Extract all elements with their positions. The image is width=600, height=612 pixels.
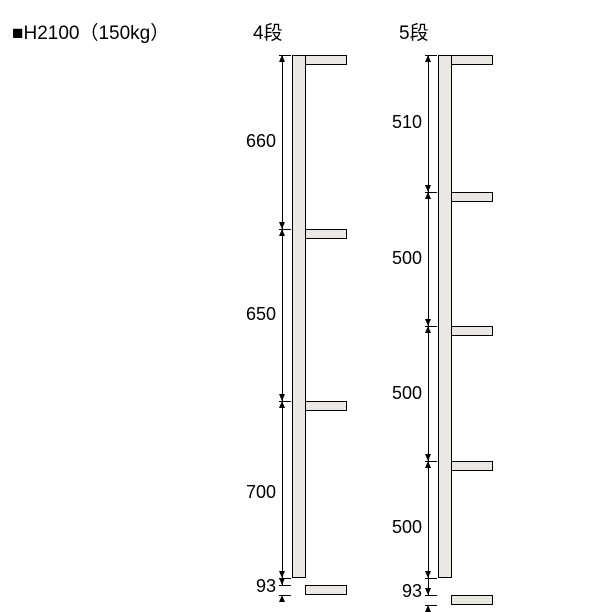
dimension-line — [428, 192, 429, 326]
extension-line — [425, 578, 437, 579]
dimension-label: 510 — [372, 112, 422, 133]
arrow-up-icon — [425, 192, 431, 199]
dimension-line — [428, 326, 429, 460]
dimension-line — [282, 401, 283, 585]
dimension-line — [282, 55, 283, 229]
arrow-down-icon — [279, 222, 285, 229]
arrow-down-icon — [425, 319, 431, 326]
shelf — [451, 461, 493, 471]
shelf — [305, 55, 347, 65]
shelf — [451, 55, 493, 65]
shelf — [305, 229, 347, 239]
shelf — [305, 401, 347, 411]
arrow-up-icon — [279, 401, 285, 408]
extension-line — [279, 585, 291, 586]
arrow-up-icon — [425, 461, 431, 468]
page-title: ■H2100（150kg） — [12, 18, 169, 45]
arrow-down-icon — [425, 185, 431, 192]
arrow-down-icon — [425, 588, 431, 595]
column-a-label: 4段 — [253, 18, 283, 45]
dimension-line — [428, 55, 429, 192]
dimension-label: 93 — [226, 576, 276, 597]
dimension-label: 500 — [372, 248, 422, 269]
arrow-up-icon — [425, 55, 431, 62]
arrow-up-icon — [425, 605, 431, 612]
dimension-label: 500 — [372, 517, 422, 538]
arrow-down-icon — [279, 571, 285, 578]
arrow-down-icon — [279, 394, 285, 401]
diagram-canvas: ■H2100（150kg） 4段 660 650 700 93 5段 510 500 50… — [0, 0, 600, 600]
arrow-down-icon — [425, 571, 431, 578]
dimension-label: 650 — [226, 304, 276, 325]
dimension-label: 660 — [226, 131, 276, 152]
extension-line — [425, 595, 437, 596]
arrow-up-icon — [279, 229, 285, 236]
arrow-up-icon — [425, 326, 431, 333]
shelf — [451, 192, 493, 202]
shelf — [305, 585, 347, 595]
post — [438, 55, 452, 578]
post — [292, 55, 306, 578]
arrow-up-icon — [279, 55, 285, 62]
arrow-up-icon — [279, 595, 285, 602]
dimension-label: 700 — [226, 482, 276, 503]
dimension-label: 500 — [372, 383, 422, 404]
dimension-line — [282, 229, 283, 401]
shelf — [451, 326, 493, 336]
dimension-label: 93 — [372, 581, 422, 602]
shelf — [451, 595, 493, 605]
arrow-down-icon — [279, 578, 285, 585]
column-b-label: 5段 — [399, 18, 429, 45]
arrow-down-icon — [425, 454, 431, 461]
